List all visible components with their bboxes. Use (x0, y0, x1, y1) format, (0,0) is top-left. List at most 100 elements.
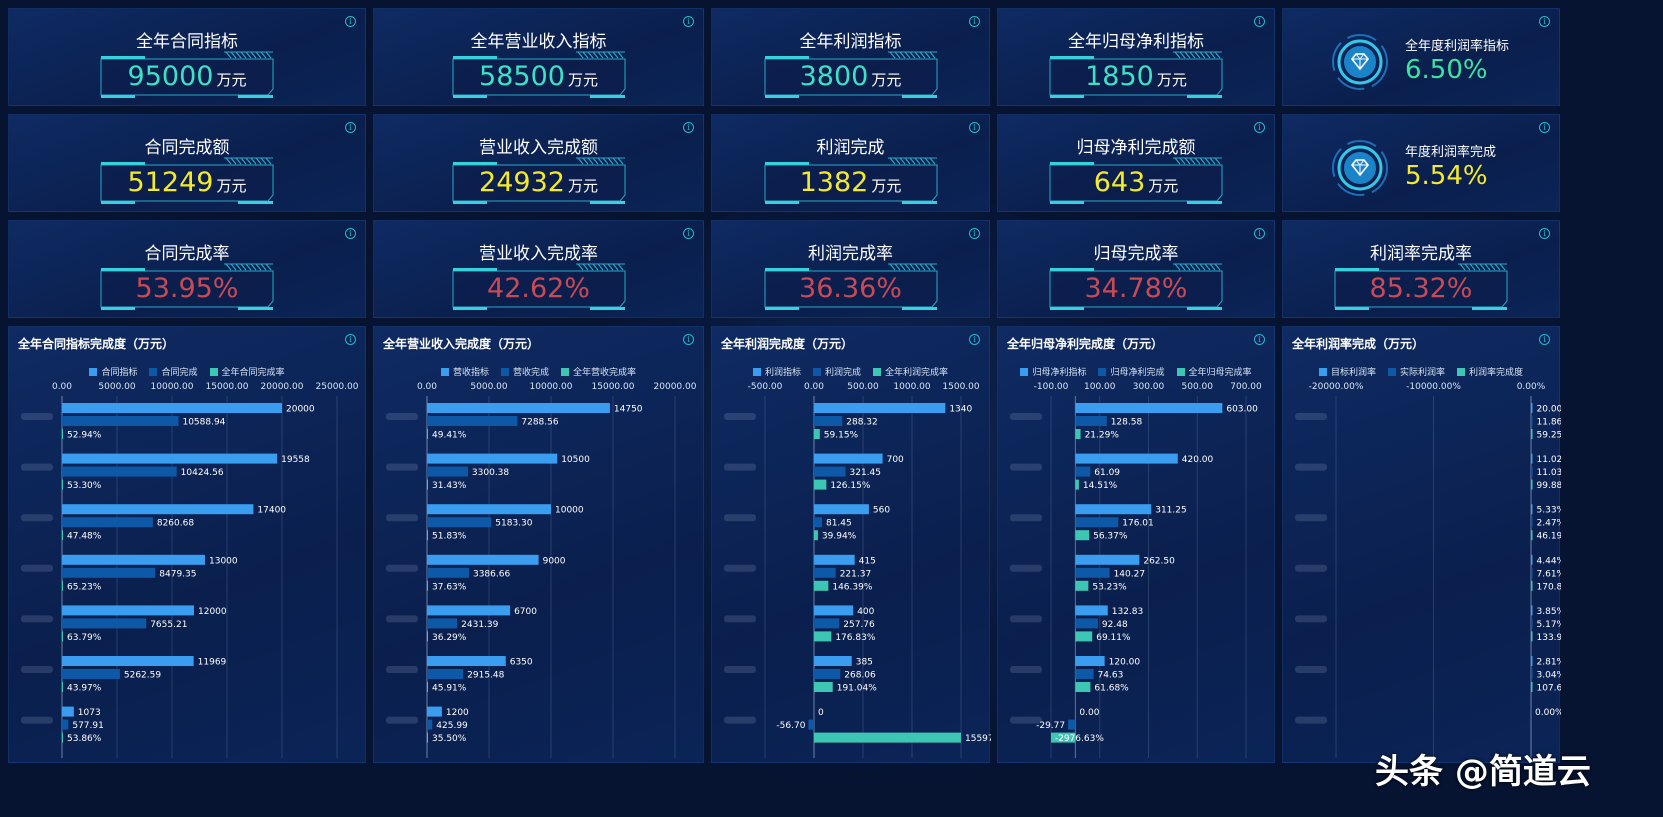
info-icon[interactable]: i (1254, 334, 1265, 345)
bar-target (62, 706, 74, 717)
category-label-blurred (724, 514, 756, 522)
legend-item[interactable]: 合同完成 (149, 368, 198, 378)
legend-item[interactable]: 实际利润率 (1387, 368, 1445, 378)
legend-item[interactable]: 全年合同完成率 (209, 368, 285, 378)
info-icon[interactable]: i (1539, 228, 1550, 239)
bar-rate (1531, 682, 1533, 692)
kpi-frame: 51249 万元 (98, 157, 276, 209)
bar-target (1531, 554, 1533, 565)
legend-item[interactable]: 营收完成 (500, 368, 549, 378)
info-icon[interactable]: i (969, 16, 980, 27)
bar-target (1531, 504, 1533, 515)
legend-label: 归母净利指标 (1032, 368, 1087, 378)
data-label: 11969 (198, 658, 227, 668)
info-icon[interactable]: i (1254, 122, 1265, 133)
data-label: 21.29% (1085, 431, 1120, 441)
info-icon[interactable]: i (345, 16, 356, 27)
kpi-number: 1850 (1085, 61, 1154, 92)
info-icon[interactable]: i (1254, 16, 1265, 27)
category-label-blurred (724, 666, 756, 673)
data-label: 69.11% (1096, 633, 1131, 643)
legend-item[interactable]: 利润率完成度 (1457, 368, 1523, 378)
x-tick-label: 5000.00 (470, 382, 507, 392)
data-label: 7655.21 (150, 620, 187, 630)
legend-item[interactable]: 归母净利完成 (1098, 368, 1165, 378)
kpi-title: 合同完成率 (144, 244, 230, 264)
data-label: 51.83% (432, 532, 467, 542)
kpi-card: i 年度利润率完成 5.54% (1282, 114, 1560, 212)
legend-item[interactable]: 营收指标 (440, 368, 489, 378)
category-label-blurred (1010, 666, 1042, 673)
data-label: 5.17% (1537, 620, 1562, 630)
category-label-blurred (1010, 564, 1042, 572)
category-label-blurred (21, 463, 53, 471)
kpi-title: 利润完成 (816, 138, 885, 158)
info-icon[interactable]: i (1539, 334, 1550, 345)
bar-rate (1075, 682, 1091, 692)
bar-target (1075, 403, 1223, 413)
info-icon[interactable]: i (345, 122, 356, 133)
data-label: 176.01 (1122, 519, 1154, 529)
bar-target (427, 504, 551, 515)
chart-card: 全年利润率完成（万元） i 目标利润率 实际利润率 利润率完成度 -20000.00% -1… (1282, 326, 1562, 763)
data-label: 61.68% (1094, 684, 1129, 694)
x-tick-label: 20000.00 (261, 382, 304, 392)
bar-actual (1075, 669, 1094, 679)
chart-card: 全年合同指标完成度（万元） i 合同指标 合同完成 全年合同完成率 0.00 5000.00… (8, 326, 366, 763)
category-label-blurred (1295, 463, 1327, 471)
data-label: 74.63 (1098, 671, 1124, 681)
legend-label: 全年合同完成率 (221, 368, 285, 378)
legend-swatch (873, 368, 881, 376)
bar-target (62, 554, 205, 565)
value-frame (100, 157, 274, 204)
category-label-blurred (386, 564, 418, 572)
info-icon[interactable]: i (969, 122, 980, 133)
info-icon[interactable]: i (1254, 228, 1265, 239)
category-label-blurred (1010, 463, 1042, 471)
legend-item[interactable]: 利润完成 (812, 368, 861, 378)
info-icon[interactable]: i (345, 228, 356, 239)
data-label: -56.70 (776, 721, 805, 731)
value-frame (452, 157, 625, 204)
legend-item[interactable]: 归母净利指标 (1020, 368, 1086, 378)
info-icon[interactable]: i (1539, 122, 1550, 133)
value-frame (452, 263, 625, 310)
kpi-title: 年度利润率完成 (1405, 145, 1497, 160)
bar-rate (427, 682, 428, 692)
bar-actual (62, 618, 147, 629)
kpi-title: 归母净利完成额 (1076, 138, 1196, 158)
data-label: 10500 (561, 455, 590, 465)
category-label-blurred (724, 463, 756, 471)
info-icon[interactable]: i (683, 334, 694, 345)
category-label-blurred (1295, 413, 1327, 420)
info-icon[interactable]: i (683, 122, 694, 133)
legend-item[interactable]: 全年利润完成率 (873, 368, 948, 378)
kpi-title: 全年利润指标 (799, 32, 902, 52)
legend-item[interactable]: 合同指标 (89, 368, 137, 378)
x-tick-label: 15000.00 (592, 382, 635, 392)
legend-item[interactable]: 全年归母完成率 (1176, 368, 1252, 378)
data-label: 14.51% (1083, 481, 1118, 491)
bar-actual (814, 567, 836, 578)
info-icon[interactable]: i (969, 334, 980, 345)
category-label-blurred (724, 413, 756, 420)
chart-card: 全年营业收入完成度（万元） i 营收指标 营收完成 全年营收完成率 0.00 5000.00… (373, 326, 704, 763)
info-icon[interactable]: i (683, 228, 694, 239)
legend-item[interactable]: 利润指标 (752, 368, 801, 378)
data-label: 262.50 (1143, 556, 1175, 566)
legend-item[interactable]: 目标利润率 (1318, 368, 1376, 378)
legend-swatch (440, 368, 449, 376)
data-label: 43.97% (67, 684, 102, 694)
x-tick-label: 5000.00 (98, 382, 135, 392)
info-icon[interactable]: i (683, 16, 694, 27)
kpi-value: 85.32% (1332, 273, 1510, 305)
chart-legend: 合同指标 合同完成 全年合同完成率 (9, 365, 365, 378)
info-icon[interactable]: i (969, 228, 980, 239)
bar-rate (427, 429, 428, 439)
legend-item[interactable]: 全年营收完成率 (561, 368, 636, 378)
info-icon[interactable]: i (345, 334, 356, 345)
data-label: 1200 (446, 708, 469, 718)
legend-swatch (1318, 368, 1327, 376)
category-label-blurred (1295, 514, 1327, 522)
info-icon[interactable]: i (1539, 16, 1550, 27)
